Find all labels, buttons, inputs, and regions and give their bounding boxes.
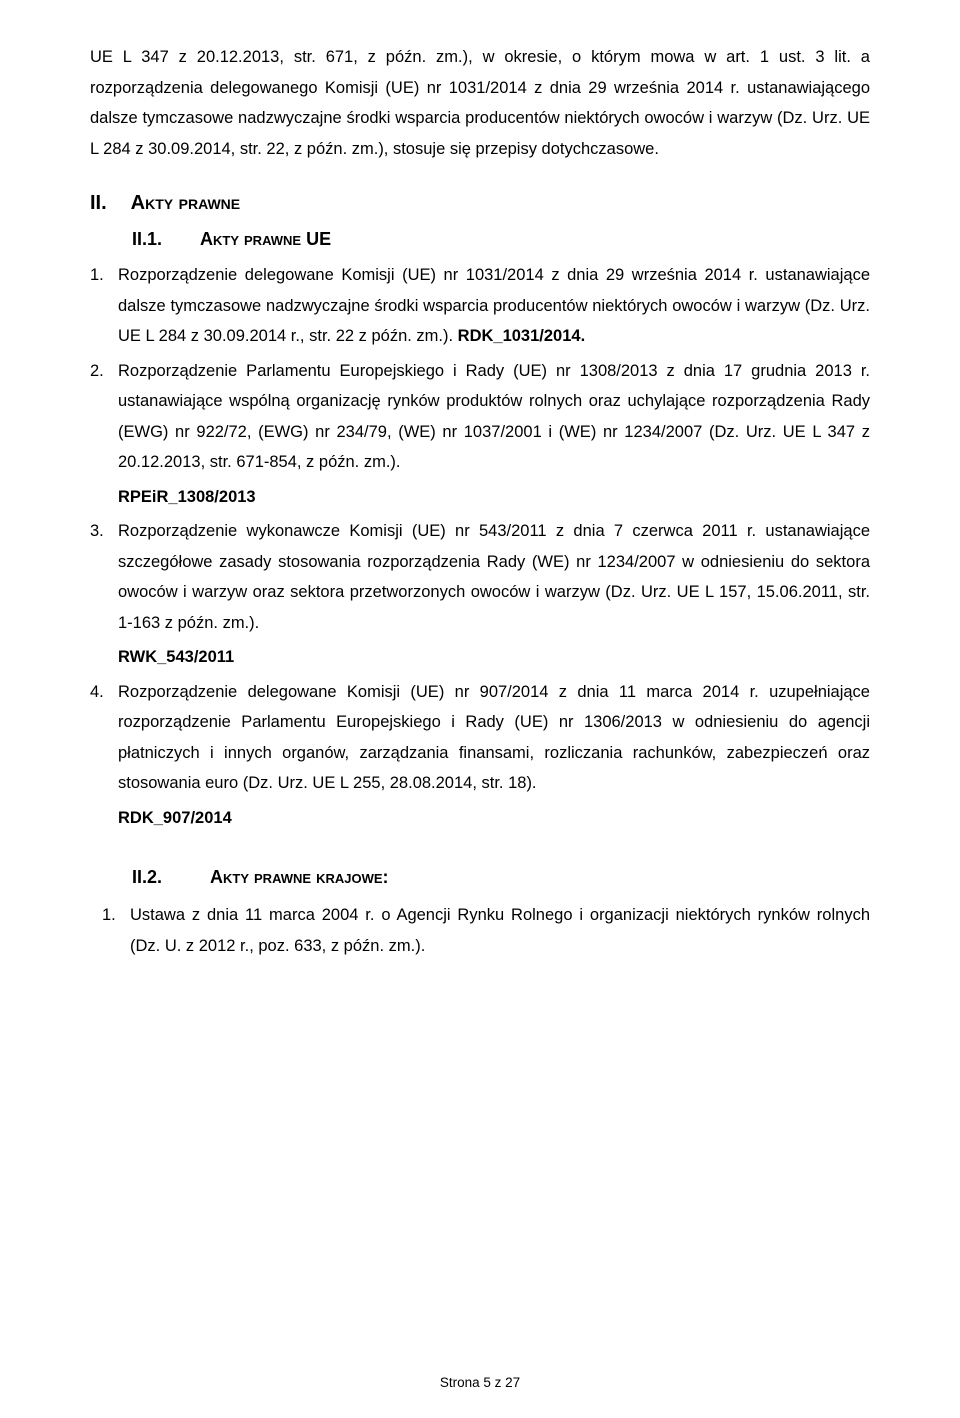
item-text: Rozporządzenie delegowane Komisji (UE) n… — [118, 683, 870, 793]
subsection-II1-header: II.1. Akty prawne UE — [132, 229, 870, 250]
page: UE L 347 z 20.12.2013, str. 671, z późn.… — [0, 0, 960, 1418]
item-code: RDK_907/2014 — [90, 803, 870, 834]
item-code: RWK_543/2011 — [90, 642, 870, 673]
section-II-num: II. — [90, 192, 107, 215]
list-item: 1. Ustawa z dnia 11 marca 2004 r. o Agen… — [102, 900, 870, 961]
section-II-title: Akty prawne — [131, 192, 240, 215]
item-text: Rozporządzenie wykonawcze Komisji (UE) n… — [118, 522, 870, 632]
subsection-II2-num: II.2. — [132, 867, 162, 888]
subsection-II2-header: II.2. Akty prawne krajowe: — [132, 867, 870, 888]
subsection-II1-title: Akty prawne UE — [200, 229, 331, 250]
item-num: 4. — [90, 677, 104, 708]
item-text: Ustawa z dnia 11 marca 2004 r. o Agencji… — [130, 906, 870, 955]
item-code: RPEiR_1308/2013 — [90, 482, 870, 513]
list-item: 4. Rozporządzenie delegowane Komisji (UE… — [90, 677, 870, 799]
item-num: 1. — [90, 260, 104, 291]
list-item: 1. Rozporządzenie delegowane Komisji (UE… — [90, 260, 870, 352]
item-num: 1. — [102, 900, 116, 931]
akty-ue-list-cont2: 4. Rozporządzenie delegowane Komisji (UE… — [90, 677, 870, 799]
item-code-inline: RDK_1031/2014. — [458, 327, 586, 345]
akty-krajowe-list: 1. Ustawa z dnia 11 marca 2004 r. o Agen… — [90, 900, 870, 961]
page-footer: Strona 5 z 27 — [0, 1375, 960, 1390]
subsection-II2-title: Akty prawne krajowe: — [210, 867, 389, 888]
akty-ue-list-cont: 3. Rozporządzenie wykonawcze Komisji (UE… — [90, 516, 870, 638]
intro-paragraph: UE L 347 z 20.12.2013, str. 671, z późn.… — [90, 42, 870, 164]
section-II-header: II. Akty prawne — [90, 192, 870, 215]
list-item: 3. Rozporządzenie wykonawcze Komisji (UE… — [90, 516, 870, 638]
item-text: Rozporządzenie Parlamentu Europejskiego … — [118, 362, 870, 472]
item-num: 2. — [90, 356, 104, 387]
subsection-II1-num: II.1. — [132, 229, 162, 250]
list-item: 2. Rozporządzenie Parlamentu Europejskie… — [90, 356, 870, 478]
item-num: 3. — [90, 516, 104, 547]
akty-ue-list: 1. Rozporządzenie delegowane Komisji (UE… — [90, 260, 870, 478]
